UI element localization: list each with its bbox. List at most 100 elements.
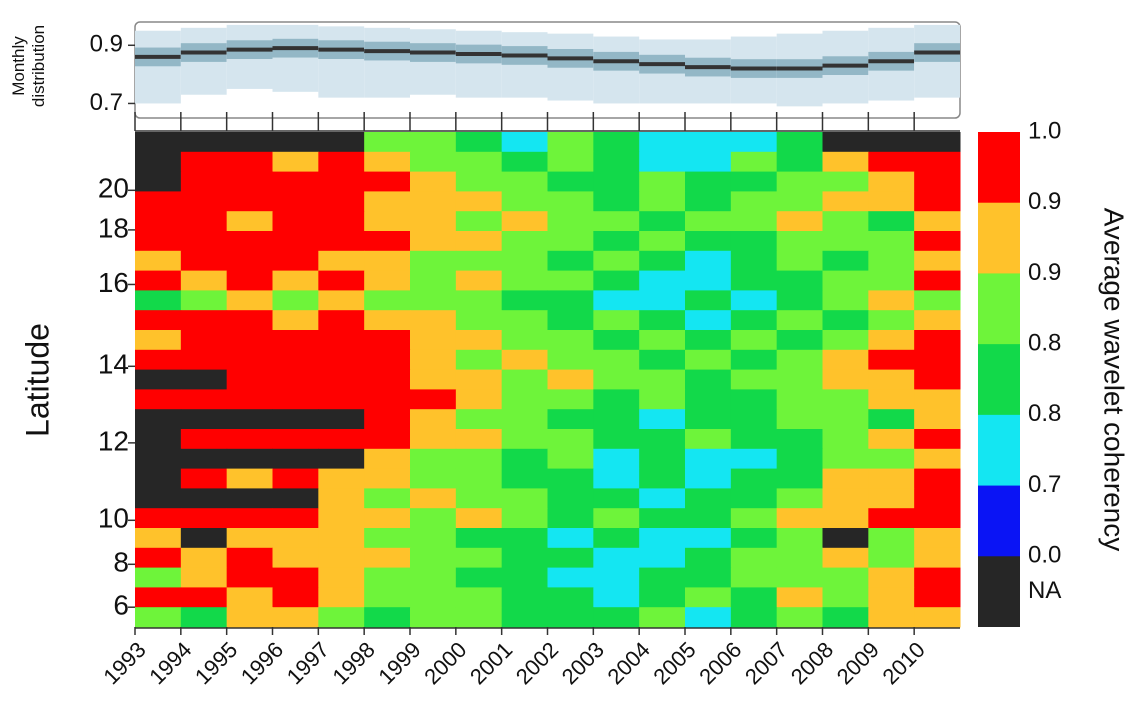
heatmap-cell — [410, 270, 457, 291]
heatmap-cell — [410, 468, 457, 489]
heatmap-cell — [822, 528, 869, 549]
heatmap-cell — [822, 250, 869, 272]
heatmap-cell — [593, 488, 640, 509]
heatmap-cell — [776, 171, 823, 192]
heatmap-cell — [318, 151, 365, 173]
whisker — [272, 24, 319, 92]
heatmap-cell — [730, 211, 778, 232]
heatmap-cell — [730, 409, 778, 430]
heatmap-cell — [730, 191, 778, 212]
heatmap-cell — [914, 151, 961, 173]
heatmap-cell — [364, 191, 411, 212]
heatmap-cell — [593, 211, 640, 232]
heatmap-cell — [776, 132, 823, 153]
heatmap-cell — [822, 310, 869, 331]
heatmap-cell — [639, 132, 686, 153]
heatmap-cell — [914, 528, 961, 549]
colorbar-label: 0.9 — [1028, 259, 1061, 286]
heatmap-cell — [685, 488, 732, 509]
heatmap-cell — [776, 528, 823, 549]
heatmap-cell — [593, 468, 640, 489]
heatmap-cell — [547, 132, 594, 153]
heatmap-cell — [547, 211, 594, 232]
x-tick-label: 2000 — [419, 637, 471, 689]
heatmap-cell — [685, 330, 732, 351]
x-tick-label: 2009 — [832, 637, 884, 689]
colorbar-label: 0.7 — [1028, 471, 1061, 498]
heatmap-cell — [501, 369, 548, 390]
heatmap-cell — [135, 448, 182, 470]
heatmap-cell — [180, 567, 228, 588]
heatmap-cell — [914, 448, 961, 470]
heatmap-cell — [135, 132, 182, 153]
heatmap-cell — [318, 290, 365, 311]
y-axis-label: Monthlydistribution — [9, 25, 48, 107]
heatmap-cell — [868, 310, 915, 331]
heatmap-cell — [822, 389, 869, 410]
heatmap-cell — [135, 567, 182, 588]
heatmap-cell — [868, 270, 915, 291]
heatmap-cell — [135, 508, 182, 529]
whisker — [318, 26, 365, 98]
heatmap-cell — [547, 389, 594, 410]
heatmap-cell — [593, 567, 640, 588]
heatmap-cell — [364, 369, 411, 390]
heatmap-cell — [776, 429, 823, 450]
heatmap-cell — [318, 429, 365, 450]
heatmap-cell — [180, 369, 228, 390]
heatmap-cell — [547, 231, 594, 252]
heatmap-cell — [501, 171, 548, 192]
heatmap-cell — [135, 310, 182, 331]
heatmap-cell — [639, 310, 686, 331]
heatmap-cell — [639, 389, 686, 410]
heatmap-cell — [180, 270, 228, 291]
heatmap-cell — [364, 211, 411, 232]
heatmap-cell — [822, 429, 869, 450]
heatmap-cell — [410, 330, 457, 351]
heatmap-cell — [639, 349, 686, 371]
heatmap-cell — [455, 528, 503, 549]
heatmap-cell — [868, 132, 915, 153]
heatmap-cell — [914, 369, 961, 390]
heatmap-cell — [593, 231, 640, 252]
colorbar-label: 0.8 — [1028, 329, 1061, 356]
heatmap-cell — [318, 310, 365, 331]
colorbar-na-label: NA — [1028, 577, 1061, 604]
heatmap-cell — [272, 171, 319, 192]
heatmap-cell — [868, 211, 915, 232]
heatmap-cell — [547, 270, 594, 291]
heatmap-cell — [639, 270, 686, 291]
heatmap-cell — [410, 488, 457, 509]
heatmap-cell — [272, 132, 319, 153]
heatmap-cell — [180, 508, 228, 529]
heatmap-cell — [593, 191, 640, 212]
heatmap-cell — [180, 607, 228, 628]
heatmap-cell — [455, 310, 503, 331]
y-tick-label: 0.7 — [90, 89, 123, 116]
heatmap-cell — [639, 151, 686, 173]
heatmap-cell — [776, 448, 823, 470]
colorbar-swatch — [978, 273, 1020, 345]
heatmap-cell — [593, 290, 640, 311]
heatmap-cell — [639, 211, 686, 232]
heatmap-cell — [776, 607, 823, 628]
heatmap-cell — [226, 508, 273, 529]
heatmap-cell — [914, 132, 961, 153]
heatmap-cell — [822, 151, 869, 173]
heatmap-cell — [410, 151, 457, 173]
y-tick-label: 18 — [98, 212, 129, 243]
y-tick-label: 16 — [98, 267, 129, 298]
heatmap-cell — [914, 429, 961, 450]
x-tick-label: 2001 — [465, 637, 517, 689]
heatmap-cell — [272, 211, 319, 232]
heatmap-cell — [685, 429, 732, 450]
heatmap-cell — [410, 508, 457, 529]
heatmap-cell — [639, 231, 686, 252]
heatmap-cell — [318, 567, 365, 588]
heatmap-cell — [455, 488, 503, 509]
heatmap-cell — [593, 409, 640, 430]
heatmap-cell — [226, 587, 273, 608]
heatmap-cell — [272, 607, 319, 628]
heatmap-cell — [180, 448, 228, 470]
heatmap-cell — [364, 607, 411, 628]
